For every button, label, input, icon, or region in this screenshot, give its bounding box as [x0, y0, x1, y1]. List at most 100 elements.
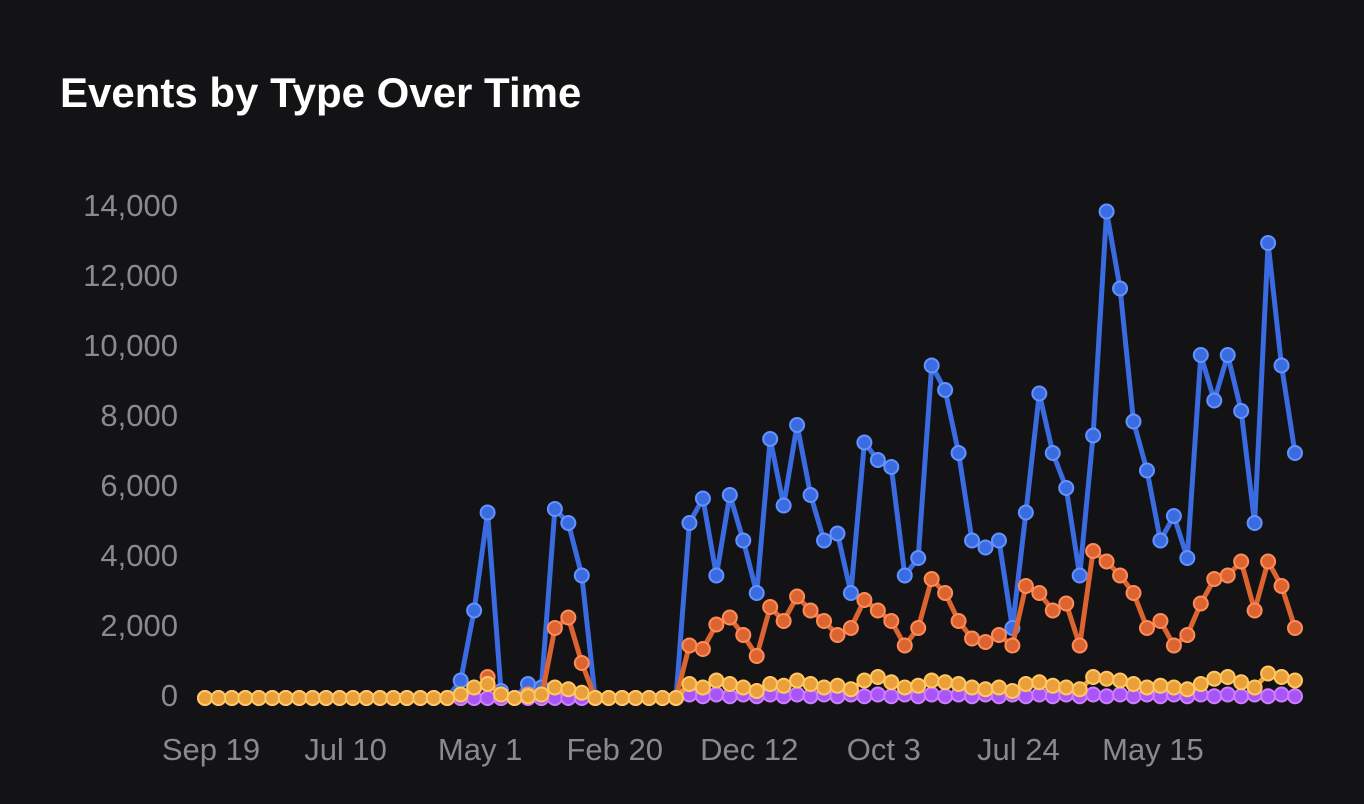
point: [1071, 567, 1088, 584]
point: [466, 602, 483, 619]
y-tick-label: 14,000: [83, 188, 178, 223]
point: [748, 585, 765, 601]
point: [1125, 585, 1142, 601]
point: [775, 677, 792, 694]
point: [1071, 681, 1088, 698]
point: [452, 686, 469, 703]
point: [856, 688, 873, 705]
point: [1260, 665, 1277, 682]
point: [1206, 688, 1223, 705]
point: [223, 690, 240, 706]
point: [923, 571, 940, 587]
y-tick-label: 0: [161, 678, 178, 713]
point: [1044, 677, 1061, 694]
point: [1004, 637, 1021, 654]
point: [1098, 670, 1115, 687]
point: [708, 672, 725, 689]
point: [681, 637, 698, 654]
point: [842, 681, 859, 698]
point: [721, 676, 738, 692]
point: [1085, 427, 1102, 444]
point: [1260, 235, 1277, 251]
point: [950, 613, 967, 629]
point: [587, 690, 604, 706]
point: [816, 613, 833, 629]
point: [627, 690, 644, 706]
point: [1031, 585, 1048, 601]
point: [1287, 445, 1303, 461]
point: [210, 690, 227, 706]
point: [802, 602, 819, 619]
point: [1044, 602, 1061, 619]
point: [385, 690, 402, 706]
point: [856, 592, 873, 608]
point: [1179, 550, 1196, 566]
point: [1031, 385, 1048, 402]
point: [842, 620, 859, 636]
point: [1031, 674, 1048, 691]
point: [519, 688, 536, 705]
point: [1165, 508, 1182, 524]
point: [721, 487, 738, 503]
point: [573, 655, 590, 671]
point: [735, 532, 752, 549]
point: [398, 690, 415, 706]
point: [1233, 688, 1250, 705]
point: [1152, 532, 1169, 549]
point: [1071, 637, 1088, 654]
point: [506, 690, 523, 706]
point: [1233, 403, 1250, 419]
point: [883, 688, 900, 705]
point: [1112, 280, 1129, 297]
x-tick-label: May 15: [1102, 732, 1204, 767]
point: [910, 620, 927, 636]
point: [1098, 688, 1115, 705]
point: [681, 515, 698, 531]
point: [1004, 683, 1021, 699]
point: [291, 690, 308, 706]
point: [896, 637, 913, 654]
point: [1260, 688, 1277, 705]
point: [775, 613, 792, 629]
point: [789, 417, 806, 433]
point: [829, 677, 846, 694]
point: [331, 690, 348, 706]
point: [694, 490, 711, 507]
point: [452, 672, 469, 689]
point: [856, 434, 873, 451]
point: [573, 684, 590, 701]
point: [479, 690, 496, 706]
point: [304, 690, 321, 706]
y-tick-label: 12,000: [83, 258, 178, 293]
point: [762, 676, 779, 692]
y-tick-label: 10,000: [83, 328, 178, 363]
point: [371, 690, 388, 706]
point: [829, 627, 846, 643]
point: [842, 585, 859, 601]
point: [318, 690, 335, 706]
point: [237, 690, 254, 706]
x-tick-label: Oct 3: [847, 732, 921, 767]
point: [977, 634, 994, 650]
point: [990, 532, 1007, 549]
point: [546, 620, 563, 636]
point: [1192, 676, 1209, 692]
point: [762, 431, 779, 447]
point: [802, 487, 819, 503]
point: [614, 690, 631, 706]
point: [1138, 620, 1155, 636]
point: [1246, 679, 1263, 696]
point: [977, 681, 994, 698]
point: [1287, 672, 1303, 689]
point: [1219, 567, 1236, 584]
point: [1085, 543, 1102, 559]
point: [412, 690, 429, 706]
x-tick-label: Jul 24: [977, 732, 1060, 767]
point: [1152, 677, 1169, 694]
point: [560, 515, 577, 531]
point: [1273, 357, 1290, 374]
y-tick-label: 4,000: [100, 538, 178, 573]
point: [1017, 578, 1034, 594]
point: [950, 676, 967, 692]
